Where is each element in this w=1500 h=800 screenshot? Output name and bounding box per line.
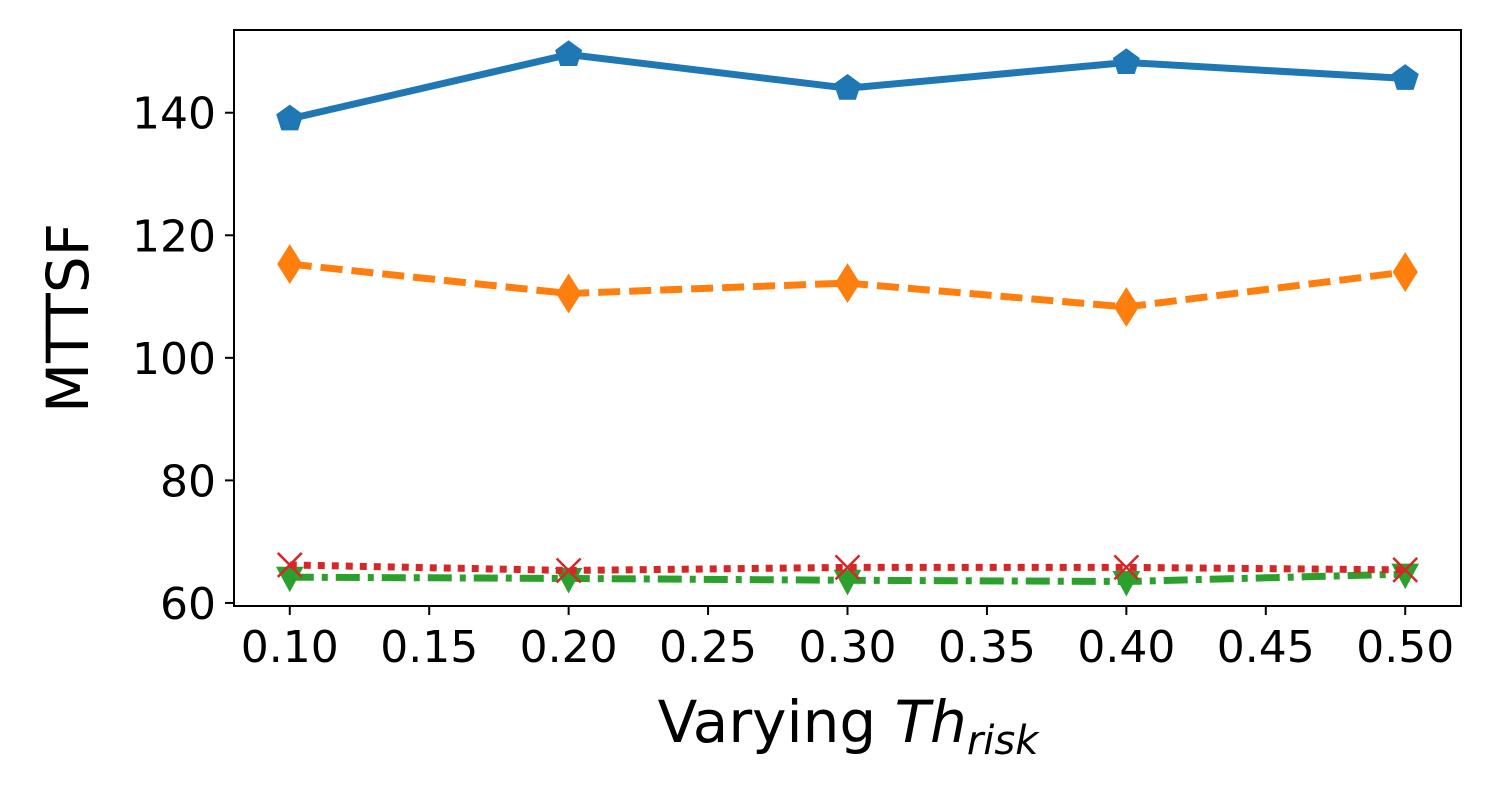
y-axis-title: MTTSF <box>34 223 102 413</box>
y-tick-label: 100 <box>132 334 216 385</box>
series-line <box>289 561 1406 574</box>
x-axis-title-symbol: Th <box>895 688 967 756</box>
data-point-marker <box>834 554 861 581</box>
data-point-marker <box>555 40 583 66</box>
data-point-marker <box>834 263 861 304</box>
x-tick-label: 0.20 <box>520 622 618 673</box>
data-point-marker <box>554 567 583 594</box>
y-tick-label: 120 <box>132 211 216 262</box>
x-axis-title-prefix: Varying <box>658 688 895 756</box>
y-tick-label: 80 <box>160 456 216 507</box>
data-point-marker <box>1392 556 1419 583</box>
x-axis-title: Varying Thrisk <box>658 688 1041 764</box>
data-point-marker <box>1392 252 1418 292</box>
plot-area-frame <box>233 29 1462 607</box>
data-point-marker <box>556 273 582 314</box>
data-point-marker <box>1112 570 1141 597</box>
data-point-marker <box>1113 554 1140 581</box>
series-0 <box>276 40 1419 131</box>
x-tick-label: 0.40 <box>1077 622 1175 673</box>
x-tick-label: 0.25 <box>659 622 757 673</box>
x-tick-label: 0.50 <box>1356 622 1454 673</box>
x-axis-title-subscript: risk <box>967 718 1040 764</box>
x-tick-label: 0.35 <box>938 622 1036 673</box>
x-tick-label: 0.10 <box>241 622 339 673</box>
data-point-marker <box>555 557 582 584</box>
x-tick-label: 0.15 <box>380 622 478 673</box>
y-tick-label: 60 <box>160 579 216 630</box>
data-point-marker <box>276 552 303 578</box>
axis-layer: 0.10 0.15 0.20 0.25 0.30 0.35 0.40 0.45 0.50 60 80… <box>132 89 1454 673</box>
data-point-marker <box>1391 64 1419 90</box>
series-layer <box>275 40 1420 597</box>
series-3 <box>275 563 1420 597</box>
data-point-marker <box>833 73 862 100</box>
data-point-marker <box>276 104 304 131</box>
series-1 <box>277 244 1418 327</box>
data-point-marker <box>1113 287 1139 327</box>
series-2 <box>276 552 1419 584</box>
x-tick-label: 0.30 <box>799 622 897 673</box>
y-tick-label: 140 <box>132 89 216 140</box>
data-point-marker <box>1112 48 1140 74</box>
data-point-marker <box>833 569 862 596</box>
data-point-marker <box>277 244 303 285</box>
x-tick-label: 0.45 <box>1217 622 1315 673</box>
